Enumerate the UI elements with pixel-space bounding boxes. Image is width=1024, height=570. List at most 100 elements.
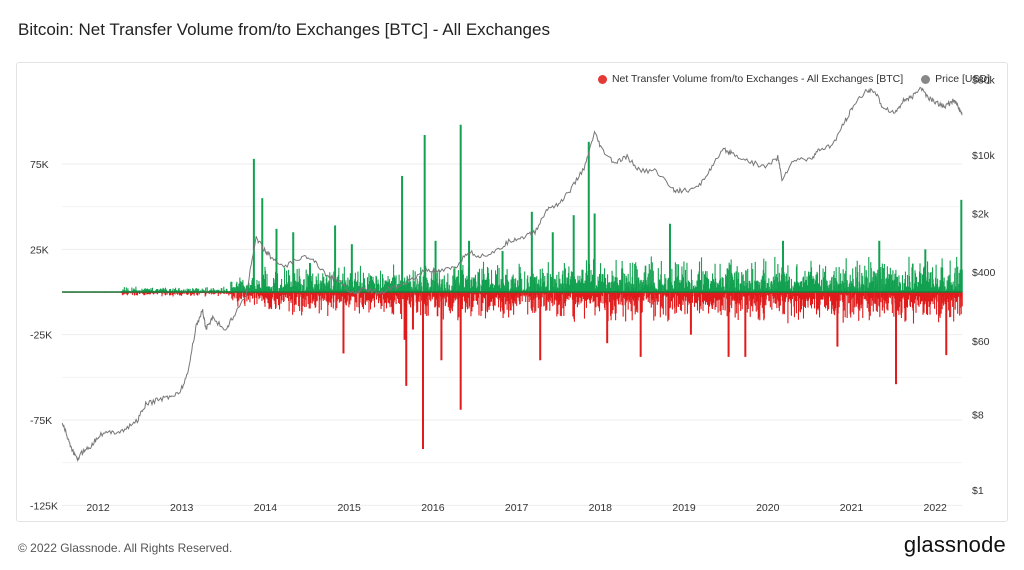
- y-left-tick-label: -25K: [30, 330, 52, 342]
- net-transfer-bar: [703, 274, 706, 292]
- net-transfer-bar: [323, 276, 325, 292]
- net-transfer-bar: [394, 292, 396, 301]
- net-transfer-bar: [906, 275, 909, 292]
- net-transfer-bar: [752, 269, 754, 292]
- net-transfer-bar: [256, 292, 258, 304]
- net-transfer-bar: [360, 292, 362, 298]
- net-transfer-bar: [915, 292, 917, 313]
- net-transfer-bar: [958, 292, 960, 297]
- net-transfer-bar: [438, 292, 440, 308]
- legend-item-net-transfer[interactable]: Net Transfer Volume from/to Exchanges - …: [597, 73, 903, 85]
- net-transfer-bar: [807, 271, 810, 292]
- net-transfer-bar: [883, 292, 885, 314]
- net-transfer-bar: [310, 292, 312, 303]
- net-transfer-bar: [611, 292, 613, 314]
- net-transfer-bar: [365, 289, 367, 292]
- net-transfer-spike: [744, 292, 747, 357]
- net-transfer-bar: [363, 278, 365, 292]
- net-transfer-bar: [414, 271, 416, 292]
- net-transfer-bar: [217, 292, 219, 297]
- net-transfer-bar: [752, 292, 754, 312]
- net-transfer-bar: [677, 264, 679, 292]
- net-transfer-bar: [139, 290, 141, 292]
- net-transfer-bar: [517, 292, 519, 298]
- net-transfer-bar: [174, 289, 176, 292]
- net-transfer-spike: [878, 240, 881, 292]
- net-transfer-bar: [330, 292, 332, 308]
- net-transfer-bar: [951, 284, 953, 292]
- net-transfer-bar: [719, 292, 721, 312]
- net-transfer-bar: [723, 292, 725, 298]
- net-transfer-bar: [455, 292, 457, 298]
- net-transfer-bar: [477, 271, 479, 292]
- net-transfer-bar: [486, 292, 489, 313]
- net-transfer-bar: [816, 273, 819, 292]
- net-transfer-bar: [619, 292, 621, 305]
- legend-item-price[interactable]: Price [USD]: [921, 73, 990, 85]
- net-transfer-bar: [553, 278, 555, 292]
- net-transfer-bar: [790, 292, 792, 316]
- net-transfer-bar: [928, 292, 930, 307]
- net-transfer-bar: [700, 257, 703, 292]
- y-left-tick-label: 75K: [30, 159, 49, 171]
- net-transfer-bar: [577, 292, 579, 303]
- net-transfer-bar: [540, 292, 542, 307]
- net-transfer-bar: [488, 287, 491, 292]
- net-transfer-bar: [240, 281, 242, 292]
- net-transfer-bar: [554, 292, 556, 300]
- net-transfer-bar: [948, 292, 950, 311]
- net-transfer-bar: [664, 274, 666, 292]
- net-transfer-bar: [765, 292, 767, 300]
- net-transfer-bar: [711, 281, 713, 292]
- net-transfer-bar: [197, 289, 199, 292]
- net-transfer-bar: [828, 292, 830, 310]
- net-transfer-bar: [452, 275, 454, 292]
- net-transfer-bar: [410, 281, 412, 292]
- net-transfer-bar: [819, 264, 821, 292]
- net-transfer-bar: [788, 276, 790, 292]
- net-transfer-bar: [333, 292, 335, 303]
- net-transfer-bar: [796, 292, 798, 301]
- net-transfer-bar: [639, 280, 641, 292]
- net-transfer-bar: [279, 288, 281, 292]
- net-transfer-bar: [590, 270, 592, 292]
- net-transfer-bar: [213, 289, 215, 292]
- net-transfer-bar: [722, 292, 724, 310]
- net-transfer-bar: [712, 273, 714, 292]
- net-transfer-bar: [524, 271, 526, 292]
- net-transfer-bar: [818, 283, 820, 292]
- net-transfer-bar: [559, 278, 561, 292]
- net-transfer-bar: [493, 292, 495, 306]
- net-transfer-bar: [687, 280, 689, 292]
- net-transfer-bar: [613, 282, 615, 292]
- net-transfer-bar: [546, 292, 548, 311]
- net-transfer-bar: [305, 269, 307, 292]
- net-transfer-bar: [578, 292, 580, 298]
- net-transfer-bar: [888, 292, 890, 298]
- net-transfer-bar: [546, 292, 548, 301]
- net-transfer-bar: [869, 292, 871, 316]
- net-transfer-bar: [880, 278, 882, 292]
- net-transfer-bar: [920, 273, 922, 292]
- net-transfer-bar: [768, 292, 770, 302]
- net-transfer-bar: [949, 292, 951, 318]
- net-transfer-bar: [508, 292, 510, 304]
- net-transfer-bar: [736, 266, 738, 292]
- net-transfer-bar: [653, 292, 655, 321]
- net-transfer-bar: [281, 292, 283, 301]
- net-transfer-bar: [142, 292, 144, 295]
- net-transfer-bar: [524, 292, 526, 296]
- net-transfer-bar: [530, 276, 532, 292]
- net-transfer-spike: [945, 292, 948, 356]
- net-transfer-bar: [244, 288, 246, 292]
- net-transfer-bar: [489, 292, 491, 307]
- net-transfer-bar: [774, 256, 776, 292]
- net-transfer-bar: [168, 292, 171, 296]
- net-transfer-bar: [242, 292, 244, 298]
- net-transfer-bar: [584, 280, 586, 292]
- net-transfer-bar: [418, 292, 420, 302]
- net-transfer-bar: [369, 275, 372, 292]
- net-transfer-bar: [838, 292, 840, 308]
- net-transfer-bar: [904, 271, 907, 292]
